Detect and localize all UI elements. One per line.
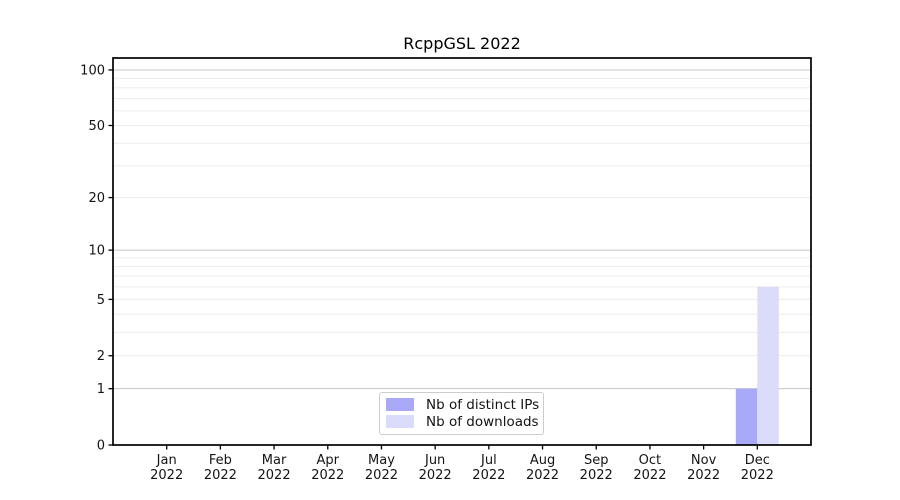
- x-tick-label-month: Apr: [317, 453, 340, 468]
- x-tick-label-year: 2022: [419, 468, 452, 483]
- legend-item-downloads: Nb of downloads: [386, 413, 539, 430]
- x-tick-label-year: 2022: [150, 468, 183, 483]
- y-tick-label: 5: [97, 293, 105, 308]
- legend-swatch-downloads: [386, 415, 414, 428]
- x-tick-label-year: 2022: [741, 468, 774, 483]
- x-tick-label-month: Sep: [584, 453, 609, 468]
- x-tick-label-year: 2022: [204, 468, 237, 483]
- y-tick-label: 10: [88, 244, 105, 259]
- x-tick-label-year: 2022: [258, 468, 291, 483]
- x-tick-label-month: Jun: [424, 453, 445, 468]
- x-tick-label-year: 2022: [365, 468, 398, 483]
- x-tick-label-month: Nov: [691, 453, 717, 468]
- y-tick-label: 1: [97, 382, 105, 397]
- legend-label-distinct-ips: Nb of distinct IPs: [426, 396, 540, 413]
- y-tick-label: 0: [97, 439, 105, 454]
- y-tick-label: 20: [88, 191, 105, 206]
- x-tick-label-month: Aug: [530, 453, 555, 468]
- x-tick-label-month: Dec: [745, 453, 770, 468]
- x-tick-label-month: Jul: [480, 453, 497, 468]
- x-tick-label-month: Mar: [262, 453, 287, 468]
- x-tick-label-month: Feb: [209, 453, 232, 468]
- chart-title: RcppGSL 2022: [403, 34, 521, 53]
- x-tick-label-year: 2022: [311, 468, 344, 483]
- y-tick-label: 100: [80, 63, 105, 78]
- bar-downloads-dec: [757, 286, 779, 445]
- x-tick-label-year: 2022: [472, 468, 505, 483]
- x-tick-label-year: 2022: [633, 468, 666, 483]
- legend-swatch-distinct-ips: [386, 398, 414, 411]
- bar-distinct-ips-dec: [735, 388, 758, 445]
- x-tick-label-year: 2022: [580, 468, 613, 483]
- legend-item-distinct-ips: Nb of distinct IPs: [386, 396, 539, 413]
- x-tick-label-month: May: [368, 453, 395, 468]
- y-tick-label: 2: [97, 349, 105, 364]
- x-tick-label-year: 2022: [687, 468, 720, 483]
- x-tick-label-month: Oct: [639, 453, 661, 468]
- x-tick-label-year: 2022: [526, 468, 559, 483]
- x-tick-label-month: Jan: [156, 453, 177, 468]
- y-tick-label: 50: [88, 119, 105, 134]
- legend: Nb of distinct IPs Nb of downloads: [379, 392, 544, 435]
- legend-label-downloads: Nb of downloads: [426, 413, 539, 430]
- plot-border: [112, 57, 812, 446]
